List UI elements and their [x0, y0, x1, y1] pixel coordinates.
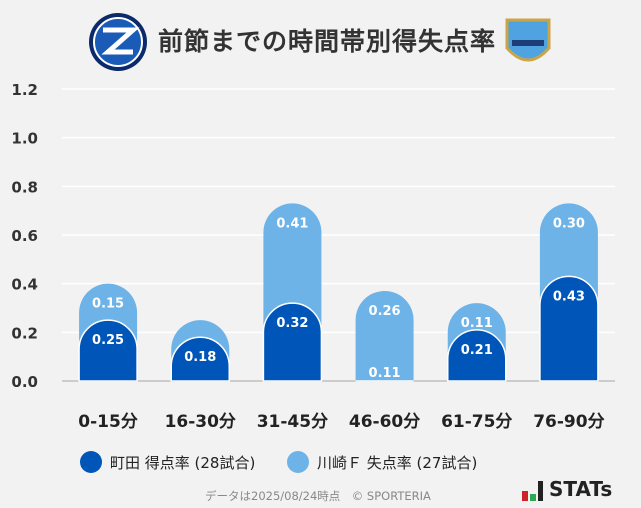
x-tick-label: 76-90分: [533, 412, 604, 432]
legend-item-kawasaki: 川崎Ｆ 失点率 (27試合): [287, 451, 477, 473]
y-tick-label: 0.6: [11, 227, 38, 245]
data-label: 0.43: [553, 289, 585, 304]
logo-machida: [89, 13, 147, 71]
data-label: 0.11: [369, 366, 401, 381]
bar-machida: [78, 319, 138, 382]
x-tick-label: 0-15分: [78, 412, 138, 432]
data-label: 0.11: [461, 316, 493, 331]
legend-swatch: [80, 451, 102, 473]
x-tick-label: 16-30分: [165, 412, 236, 432]
data-label: 0.18: [184, 350, 216, 365]
y-tick-label: 0.8: [11, 178, 38, 196]
y-tick-label: 0.4: [11, 276, 38, 294]
x-tick-label: 61-75分: [441, 412, 512, 432]
y-tick-label: 0.0: [11, 373, 38, 391]
x-tick-label: 31-45分: [257, 412, 328, 432]
data-label: 0.25: [92, 333, 124, 348]
legend-label: 川崎Ｆ 失点率 (27試合): [317, 453, 478, 472]
data-label: 0.41: [276, 216, 308, 231]
legend-label: 町田 得点率 (28試合): [110, 453, 256, 472]
bar-kawasaki: [355, 290, 414, 381]
bar-machida: [262, 302, 323, 382]
x-tick-label: 46-60分: [349, 412, 420, 432]
legend-swatch: [287, 451, 309, 473]
chart-title: 前節までの時間帯別得失点率: [158, 27, 497, 56]
logo-kawasaki: [505, 18, 551, 62]
y-tick-label: 1.2: [11, 81, 38, 99]
data-label: 0.32: [276, 316, 308, 331]
data-label: 0.30: [553, 216, 585, 231]
data-label: 0.15: [92, 297, 124, 312]
y-tick-label: 0.2: [11, 324, 38, 342]
y-tick-label: 1.0: [11, 130, 38, 148]
bar-machida: [170, 336, 230, 382]
bar-machida: [447, 329, 507, 382]
legend-item-machida: 町田 得点率 (28試合): [80, 451, 255, 473]
data-label: 0.21: [461, 343, 493, 358]
data-label: 0.26: [369, 304, 401, 319]
stats-logo: STATs: [522, 477, 612, 501]
bar-machida: [539, 275, 599, 382]
footer-note: データは2025/08/24時点 © SPORTERIA: [205, 489, 431, 503]
brand-text: STATs: [549, 477, 613, 501]
